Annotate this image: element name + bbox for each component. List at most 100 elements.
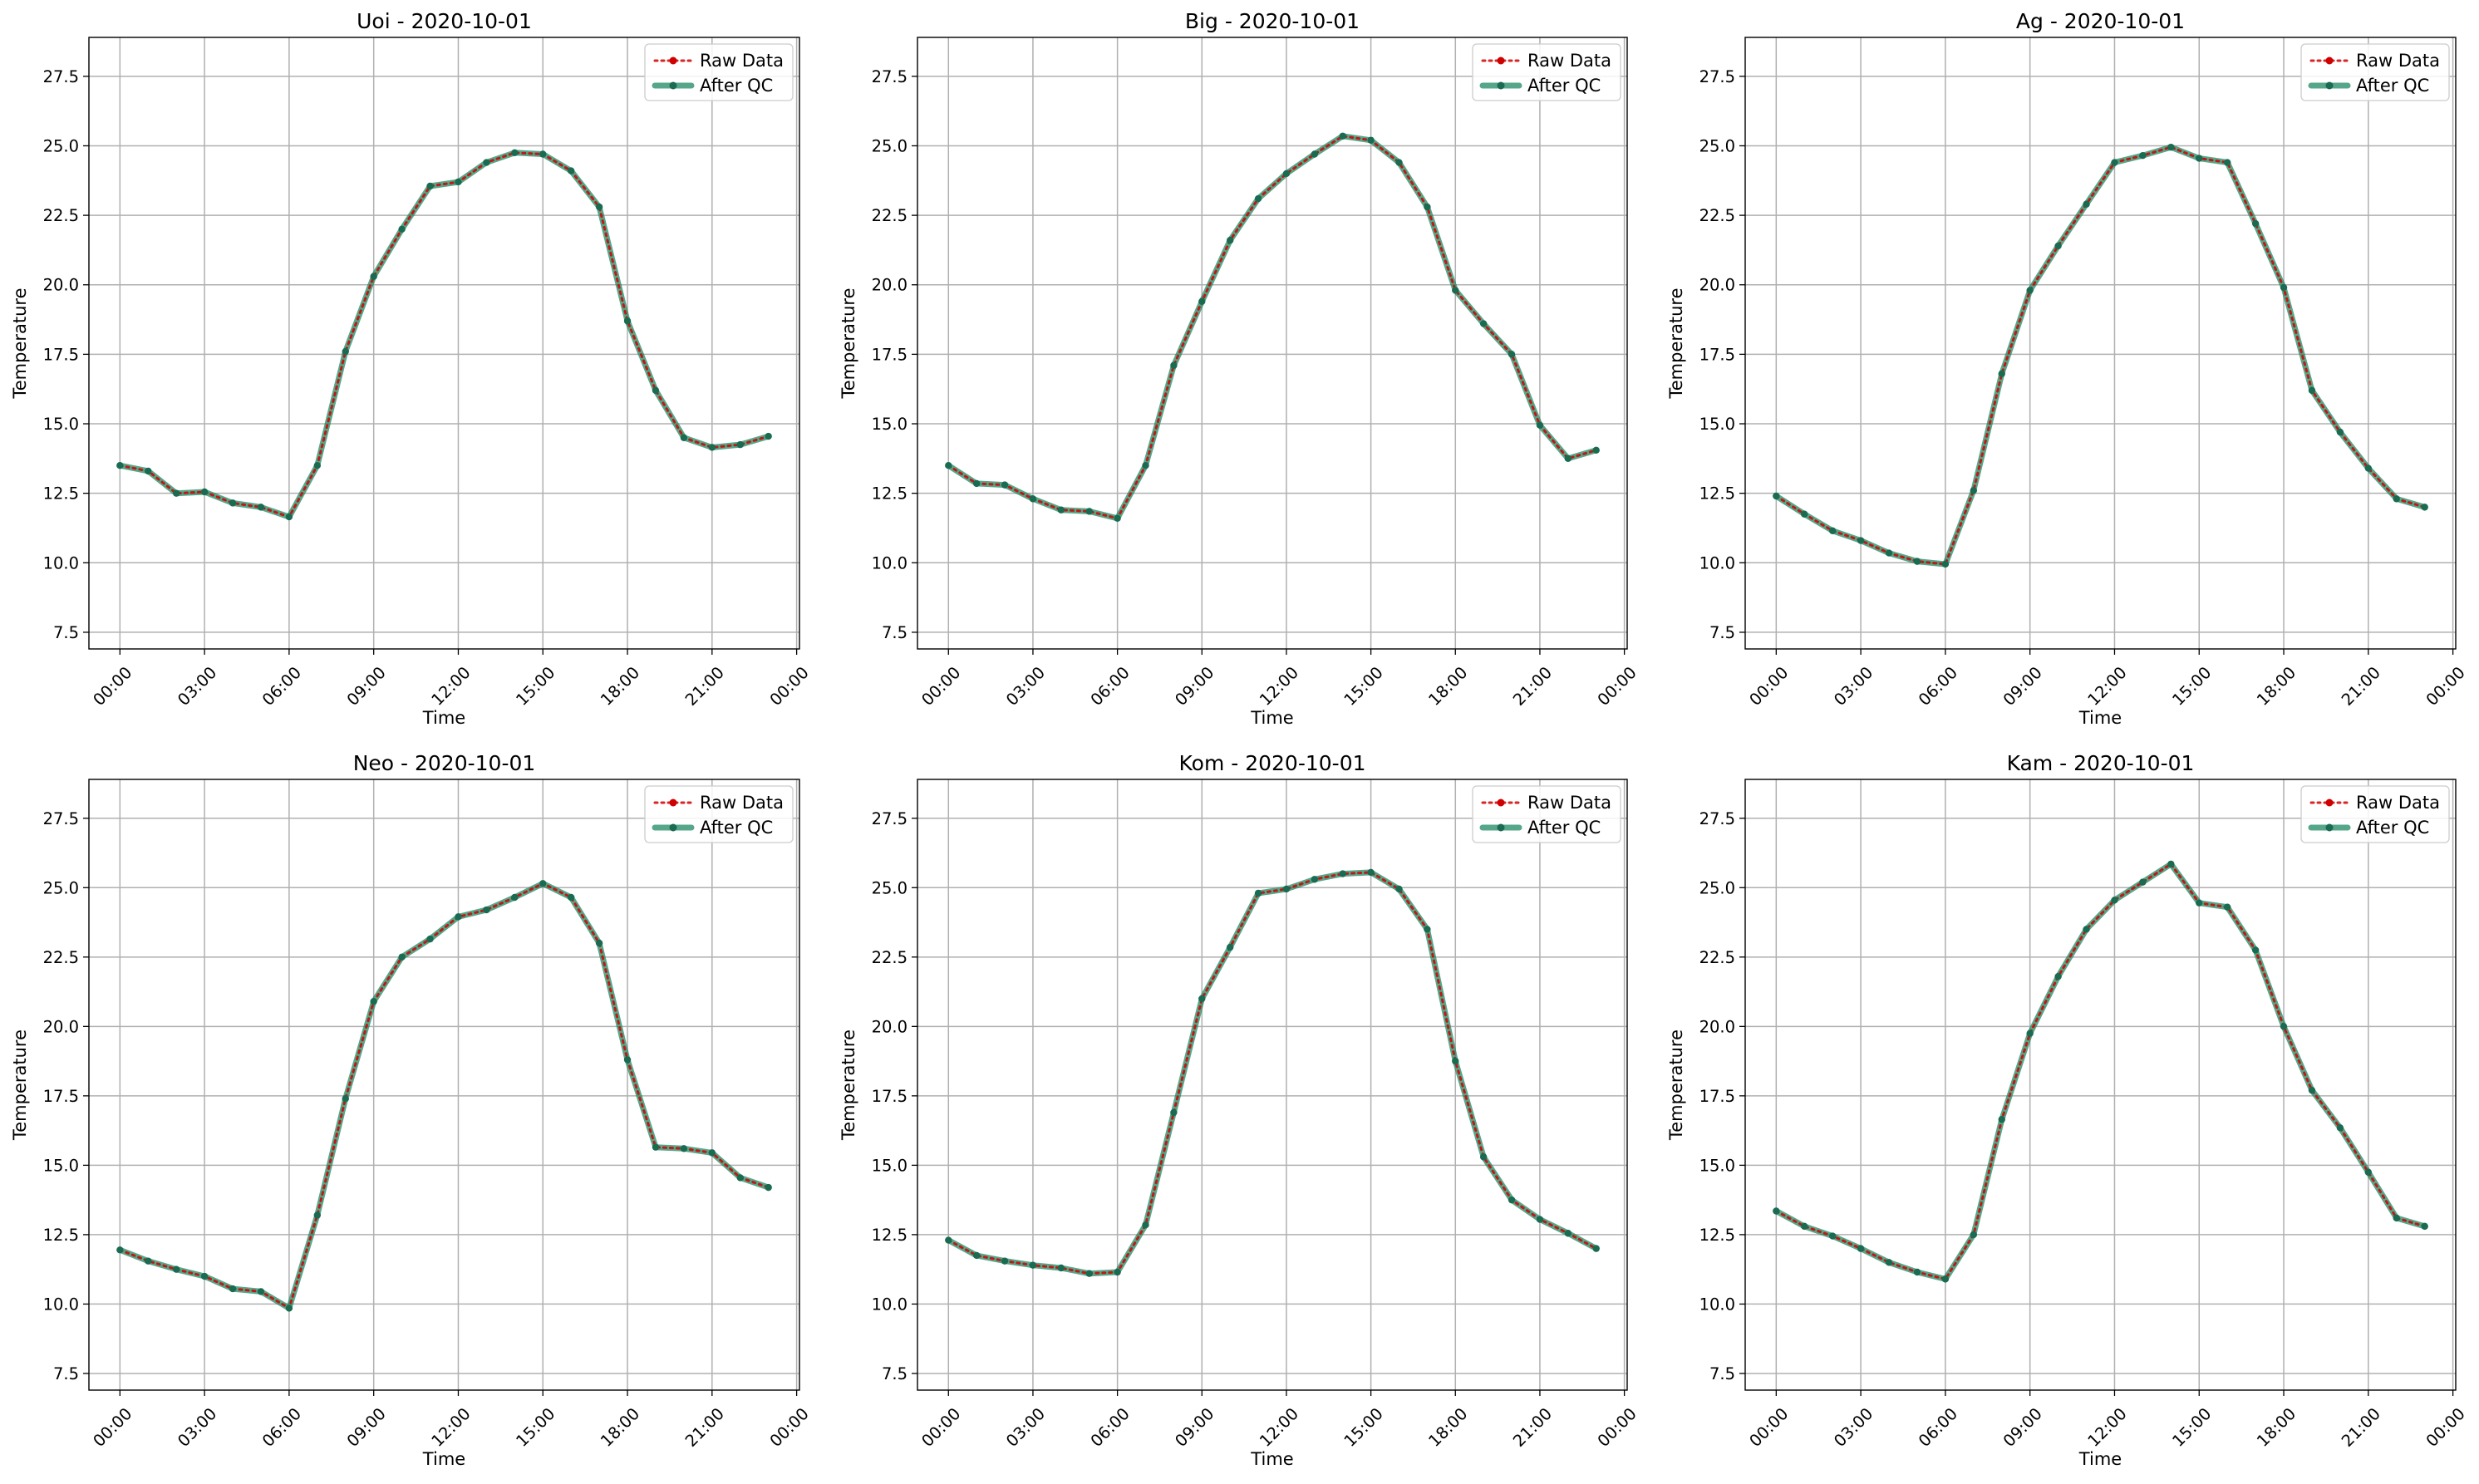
subplot-title: Uoi - 2020-10-01 xyxy=(357,9,532,33)
x-tick-label: 06:00 xyxy=(258,663,305,710)
y-tick-label: 15.0 xyxy=(1699,415,1735,434)
data-point xyxy=(511,149,519,157)
data-point xyxy=(652,386,660,395)
data-point xyxy=(1564,1230,1572,1237)
x-tick-label: 12:00 xyxy=(1256,1404,1302,1451)
data-point xyxy=(1773,1207,1780,1215)
y-tick-label: 27.5 xyxy=(43,67,79,86)
data-point xyxy=(342,1095,349,1103)
x-tick-label: 21:00 xyxy=(1509,1404,1556,1451)
series-raw-data-line xyxy=(118,151,770,518)
y-tick-label: 22.5 xyxy=(43,206,79,225)
data-point xyxy=(1828,1232,1837,1240)
data-point xyxy=(2026,1029,2034,1037)
x-tick-label: 15:00 xyxy=(1340,1404,1387,1451)
data-point xyxy=(145,467,152,475)
data-point xyxy=(229,1285,237,1293)
x-tick-label: 00:00 xyxy=(917,1404,964,1451)
y-tick-label: 27.5 xyxy=(1699,809,1735,828)
x-tick-label: 06:00 xyxy=(1087,663,1134,710)
data-point xyxy=(1801,510,1808,518)
data-point xyxy=(1311,876,1319,883)
legend-after-qc-marker xyxy=(669,823,677,832)
data-point xyxy=(1998,370,2005,377)
x-tick-label: 09:00 xyxy=(1171,663,1217,710)
legend-after-qc-label: After QC xyxy=(700,76,773,96)
x-axis-label: Time xyxy=(2078,708,2122,728)
data-point xyxy=(2393,495,2400,503)
y-tick-label: 17.5 xyxy=(872,345,907,364)
subplot-title: Kam - 2020-10-01 xyxy=(2007,751,2195,775)
data-point xyxy=(2083,200,2090,208)
x-tick-label: 03:00 xyxy=(1830,663,1876,710)
x-tick-label: 18:00 xyxy=(1424,663,1471,710)
x-tick-label: 00:00 xyxy=(90,663,136,710)
data-point xyxy=(623,317,632,325)
y-tick-label: 12.5 xyxy=(1699,1226,1735,1245)
x-tick-label: 15:00 xyxy=(512,663,558,710)
data-point xyxy=(708,1149,716,1157)
y-tick-label: 10.0 xyxy=(1699,553,1735,572)
x-tick-label: 21:00 xyxy=(2338,663,2384,710)
y-tick-label: 12.5 xyxy=(43,484,79,504)
series-after-qc-line xyxy=(116,150,772,520)
data-point xyxy=(370,998,377,1005)
y-tick-label: 20.0 xyxy=(43,276,79,295)
data-point xyxy=(257,504,265,511)
x-tick-label: 06:00 xyxy=(1087,1404,1134,1451)
x-tick-label: 15:00 xyxy=(2168,663,2215,710)
data-point xyxy=(2111,897,2118,904)
series-raw-data-line xyxy=(1774,145,2427,566)
x-tick-label: 18:00 xyxy=(2253,1404,2299,1451)
x-tick-label: 09:00 xyxy=(1999,1404,2046,1451)
plot-area-frame xyxy=(1744,779,2457,1391)
legend-raw-data-marker xyxy=(669,57,677,65)
plot-area-frame xyxy=(917,779,1628,1391)
data-point xyxy=(1508,1196,1516,1204)
data-point xyxy=(1311,150,1319,158)
legend-after-qc-label: After QC xyxy=(2356,76,2429,96)
legend-after-qc-marker xyxy=(2325,81,2334,90)
y-tick-label: 20.0 xyxy=(1699,276,1735,295)
data-point xyxy=(1254,194,1262,203)
data-point xyxy=(972,1251,981,1260)
data-point xyxy=(1452,287,1459,294)
data-point xyxy=(2167,143,2175,151)
y-axis-label: Temperature xyxy=(10,1029,30,1141)
data-point xyxy=(1885,549,1893,557)
data-point xyxy=(1828,527,1837,535)
data-point xyxy=(483,906,490,914)
x-tick-label: 00:00 xyxy=(766,1404,813,1451)
x-axis-label: Time xyxy=(422,708,465,728)
y-tick-label: 25.0 xyxy=(43,878,79,897)
plot-area-frame xyxy=(917,37,1628,650)
data-point xyxy=(972,479,981,488)
data-point xyxy=(2280,283,2288,292)
y-tick-label: 12.5 xyxy=(872,1226,907,1245)
subplot-4: 7.5 10.0 12.5 15.0 17.5 20.0 22.5 25.0 27.5 00:00… xyxy=(10,751,813,1469)
data-point xyxy=(1941,1275,1950,1283)
y-tick-label: 25.0 xyxy=(43,136,79,155)
data-point xyxy=(1339,132,1346,140)
data-point xyxy=(1564,455,1572,463)
y-tick-label: 7.5 xyxy=(882,1364,907,1383)
x-tick-label: 09:00 xyxy=(343,1404,390,1451)
y-tick-label: 17.5 xyxy=(43,345,79,364)
data-point xyxy=(1424,926,1431,933)
data-point xyxy=(623,1056,632,1064)
data-point xyxy=(1226,237,1234,244)
y-axis-label: Temperature xyxy=(839,1029,858,1141)
legend-raw-data-label: Raw Data xyxy=(700,793,784,813)
data-point xyxy=(1998,1116,2005,1123)
y-tick-label: 25.0 xyxy=(1699,136,1735,155)
data-point xyxy=(1226,943,1234,951)
data-point xyxy=(1773,492,1780,500)
x-tick-label: 00:00 xyxy=(2422,1404,2469,1451)
x-tick-label: 09:00 xyxy=(1999,663,2046,710)
legend-raw-data-marker xyxy=(1497,57,1505,65)
data-point xyxy=(1198,297,1206,306)
data-point xyxy=(483,159,490,166)
series-raw-data-line xyxy=(947,135,1598,520)
x-tick-label: 15:00 xyxy=(2168,1404,2215,1451)
data-point xyxy=(539,880,547,887)
